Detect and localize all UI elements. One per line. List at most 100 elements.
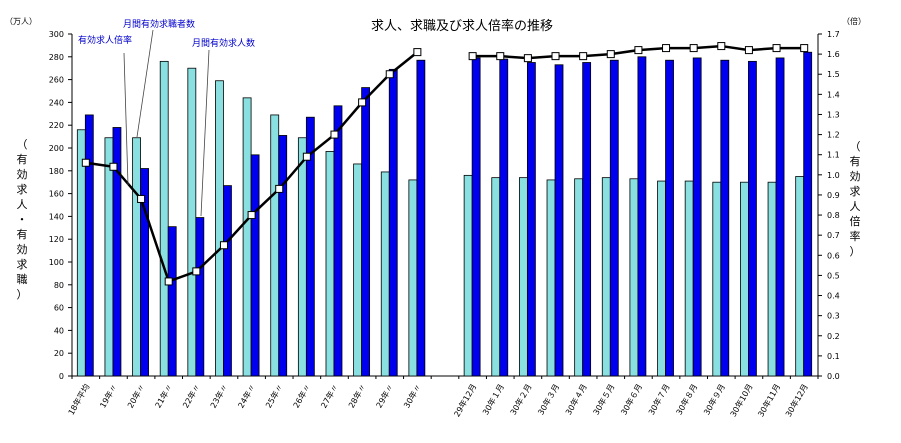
x-tick-label: 28年〃 [346,382,368,410]
x-tick-label: 30年７月 [646,382,672,417]
right-axis-title-char: ） [850,245,861,258]
right-tick-label: 1.0 [827,171,840,180]
bar-job-openings [775,57,785,377]
ratio-marker [413,48,422,57]
left-tick-label: 180 [49,167,64,176]
right-tick-label: 0.9 [827,191,840,200]
bar-job-openings [361,87,371,377]
right-tick-label: 1.4 [827,90,840,99]
right-tick-label: 0.7 [827,231,840,240]
right-tick-label: 1.7 [827,30,840,39]
ratio-marker [302,152,311,161]
x-tick-label: 30年８月 [674,382,700,417]
ratio-marker [219,241,228,250]
x-tick-label: 30年９月 [701,382,727,417]
bar-job-openings [388,68,398,377]
x-tick-label: 26年〃 [291,382,313,410]
left-axis-title-char: 効 [17,167,28,181]
ratio-marker [192,267,201,276]
bar-job-seekers [601,177,611,377]
right-axis-title-char: 求 [850,185,861,198]
bar-job-openings [499,58,509,377]
left-axis-title-char: 効 [17,242,28,256]
left-axis-title-char: 人 [17,198,28,211]
x-tick-label: 30年11月 [755,382,782,418]
right-axis-title-char: 人 [850,200,861,213]
bar-job-openings [471,57,481,377]
ratio-marker [137,194,146,203]
right-tick-label: 1.6 [827,50,840,59]
ratio-marker [468,52,477,61]
annotation-ratio: 有効求人倍率 [78,34,132,46]
right-tick-label: 0.3 [827,312,840,321]
bar-job-seekers [657,180,666,377]
x-tick-label: 27年〃 [318,382,340,410]
left-tick-label: 0 [59,372,64,381]
bar-job-openings [803,51,813,377]
bar-job-seekers [684,180,694,377]
bar-job-seekers [546,179,556,377]
ratio-marker [523,54,532,63]
bar-job-openings [609,59,619,377]
chart-title: 求人、求職及び求人倍率の推移 [371,18,553,34]
bar-job-openings [416,59,426,377]
bar-job-openings [223,185,232,377]
bar-job-openings [167,226,177,377]
bar-job-seekers [215,80,224,377]
x-tick-label: 29年〃 [374,382,396,410]
bar-job-openings [582,62,592,377]
bar-job-seekers [767,181,777,377]
right-axis-title-char: （ [850,140,861,153]
bar-job-openings [554,64,564,377]
ratio-marker [689,44,698,53]
ratio-marker [606,50,615,59]
bar-job-seekers [270,114,280,377]
annotation-seekers: 月間有効求職者数 [123,18,195,30]
x-tick-label: 24年〃 [236,382,258,410]
x-tick-label: 22年〃 [180,382,202,410]
right-tick-label: 0.4 [827,292,840,301]
left-tick-label: 220 [49,121,64,130]
right-axis-title-char: 率 [850,229,861,243]
left-axis-title-char: 求 [17,258,28,271]
x-tick-label: 30年２月 [508,382,534,417]
x-tick-label: 23年〃 [208,382,230,410]
right-tick-label: 0.8 [827,211,840,220]
x-tick-label: 30年４月 [563,382,589,417]
ratio-marker [81,158,90,167]
left-axis-title-char: 求 [17,183,28,196]
bar-job-seekers [242,97,252,377]
bar-job-openings [665,59,674,377]
left-tick-label: 140 [49,212,64,221]
ratio-marker [358,98,367,107]
x-tick-label: 30年１月 [480,382,506,417]
x-tick-label: 30年〃 [401,382,423,410]
right-tick-label: 1.5 [827,70,840,79]
bar-job-openings [333,105,343,377]
annotation-openings-leader [200,49,210,217]
ratio-marker [496,52,505,61]
left-axis-title-char: （ [17,138,28,151]
left-tick-label: 240 [49,98,64,107]
x-tick-label: 19年〃 [97,382,119,410]
left-axis-title-char: 有 [17,152,28,166]
x-tick-label: 30年10月 [728,382,755,418]
annotation-openings: 月間有効求人数 [192,37,255,49]
left-tick-label: 40 [54,326,64,335]
bar-job-openings [140,168,149,377]
left-axis-title-char: ・ [17,213,28,226]
left-tick-label: 120 [49,235,64,244]
bar-job-seekers [740,181,749,377]
bar-job-seekers [408,179,418,377]
bar-job-seekers [629,178,639,377]
bar-job-openings [526,62,536,377]
bar-job-openings [278,135,288,377]
ratio-marker [717,42,726,51]
right-tick-label: 0.6 [827,251,840,260]
ratio-marker [662,44,671,53]
x-tick-label: 30年５月 [591,382,617,417]
right-axis-title-char: 倍 [850,214,861,228]
x-tick-label: 29年12月 [452,382,479,418]
left-tick-label: 60 [54,304,64,313]
